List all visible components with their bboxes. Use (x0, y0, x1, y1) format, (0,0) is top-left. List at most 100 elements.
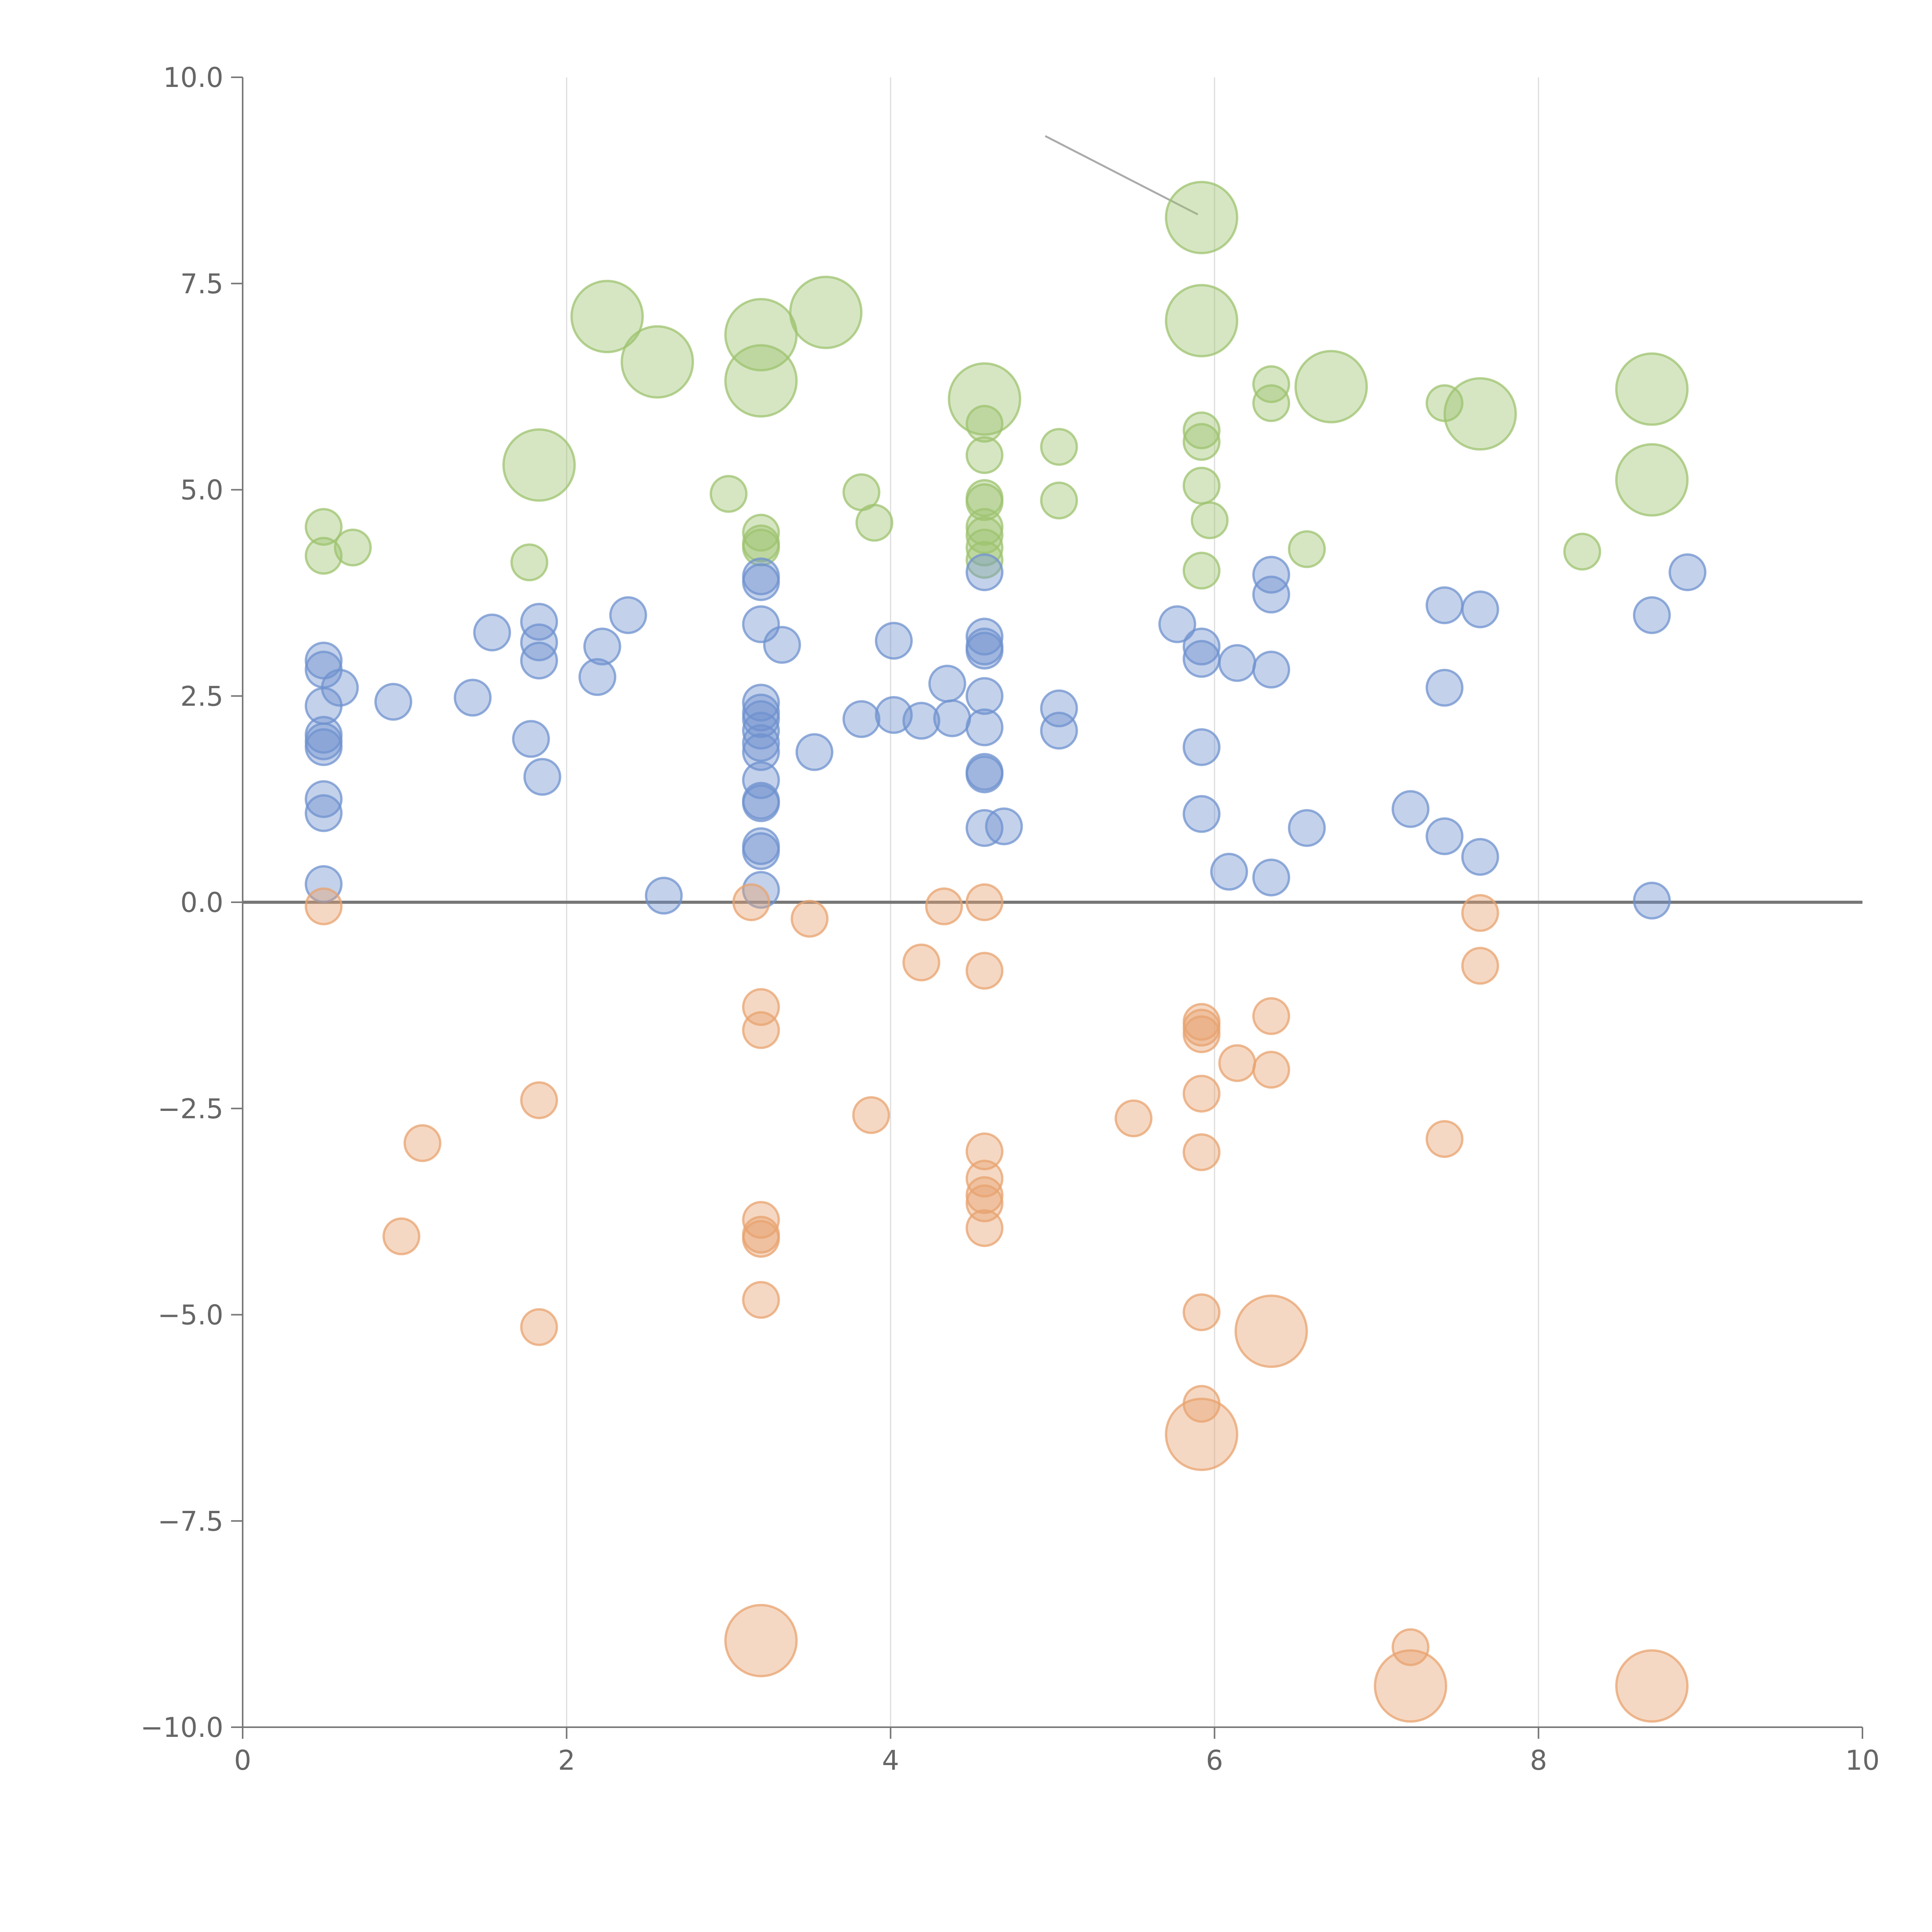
data-point (902, 943, 940, 981)
data-point (512, 720, 550, 758)
data-point (1252, 1051, 1290, 1089)
data-point (304, 728, 343, 766)
data-point (742, 832, 780, 870)
data-point (742, 684, 780, 722)
data-point (1461, 838, 1499, 876)
data-point (1182, 1293, 1221, 1332)
data-point (473, 613, 511, 651)
data-point (1218, 644, 1256, 682)
data-point (1615, 352, 1689, 426)
data-point (965, 755, 1003, 794)
data-point (985, 807, 1023, 845)
data-point (742, 1011, 780, 1049)
data-point (334, 528, 372, 566)
data-point (965, 1176, 1003, 1214)
data-point (520, 1081, 558, 1119)
data-point (742, 514, 780, 552)
data-point (1040, 428, 1078, 466)
data-point (304, 887, 343, 925)
bubble-layer (304, 180, 1707, 1723)
y-tick-label: 5.0 (180, 474, 223, 506)
data-point (520, 641, 558, 680)
data-point (1294, 350, 1368, 423)
data-point (1158, 605, 1196, 643)
annotation-leader-line (1044, 135, 1199, 216)
data-point (928, 665, 966, 703)
data-point (742, 1220, 780, 1258)
data-point (1218, 1044, 1256, 1082)
data-point (1288, 530, 1326, 568)
data-point (304, 780, 343, 818)
data-point (502, 428, 576, 502)
data-point (645, 876, 683, 915)
x-tick-label: 6 (1206, 1745, 1223, 1776)
data-point (1252, 365, 1290, 403)
data-point (965, 405, 1003, 443)
data-point (724, 344, 798, 418)
data-point (454, 679, 492, 717)
data-point (1182, 466, 1221, 505)
data-point (933, 699, 971, 737)
tick-label-layer: 10.0 7.5 5.0 2.5 0.0 −2.5 −5.0 −7.5 −10.0 0 2 4 6 8 10 (140, 62, 1879, 1776)
data-point (1040, 689, 1078, 728)
data-point (1234, 1294, 1308, 1368)
data-point (789, 276, 863, 349)
data-point (1182, 551, 1221, 590)
data-point (1182, 640, 1221, 678)
data-point (1461, 894, 1499, 932)
y-tick-label: −7.5 (158, 1505, 223, 1537)
x-tick-label: 0 (234, 1745, 252, 1776)
data-point (570, 280, 644, 354)
data-point (875, 622, 913, 660)
reference-layer (243, 135, 1862, 904)
x-tick-label: 2 (558, 1745, 575, 1776)
data-point (1374, 1649, 1447, 1723)
data-point (965, 883, 1003, 921)
data-point (742, 711, 780, 750)
data-point (1182, 628, 1221, 666)
y-tick-label: −10.0 (140, 1712, 223, 1743)
data-point (763, 626, 801, 664)
data-point (1461, 590, 1499, 629)
data-point (1182, 411, 1221, 449)
data-point (1040, 481, 1078, 520)
data-point (965, 1209, 1003, 1247)
data-point (965, 508, 1003, 546)
y-tick-label: 2.5 (180, 680, 223, 712)
y-tick-label: 10.0 (163, 62, 223, 94)
data-point (321, 668, 359, 707)
data-point (742, 724, 780, 762)
data-point (1391, 790, 1430, 828)
data-point (304, 508, 343, 546)
data-point (965, 952, 1003, 990)
data-point (1182, 1133, 1221, 1171)
data-point (1252, 858, 1290, 896)
data-point (732, 883, 770, 921)
data-point (742, 1281, 780, 1319)
data-point (1425, 1120, 1464, 1158)
data-point (742, 784, 780, 822)
data-point (374, 683, 412, 721)
data-point (403, 1124, 442, 1162)
data-point (947, 362, 1021, 436)
data-point (1668, 553, 1707, 591)
x-tick-label: 8 (1530, 1745, 1547, 1776)
y-tick-label: −5.0 (158, 1299, 223, 1331)
data-point (1182, 1075, 1221, 1113)
data-point (1165, 1398, 1238, 1471)
data-point (520, 1308, 558, 1346)
data-point (1252, 575, 1290, 614)
y-tick-label: 7.5 (180, 268, 223, 300)
data-point (609, 596, 647, 634)
data-point (1165, 180, 1238, 254)
data-point (1252, 997, 1290, 1035)
data-point (1252, 650, 1290, 689)
y-tick-label: 0.0 (180, 887, 223, 918)
data-point (1563, 532, 1601, 571)
data-point (523, 758, 561, 796)
data-point (304, 865, 343, 903)
data-point (520, 603, 558, 641)
data-point (1443, 377, 1517, 451)
